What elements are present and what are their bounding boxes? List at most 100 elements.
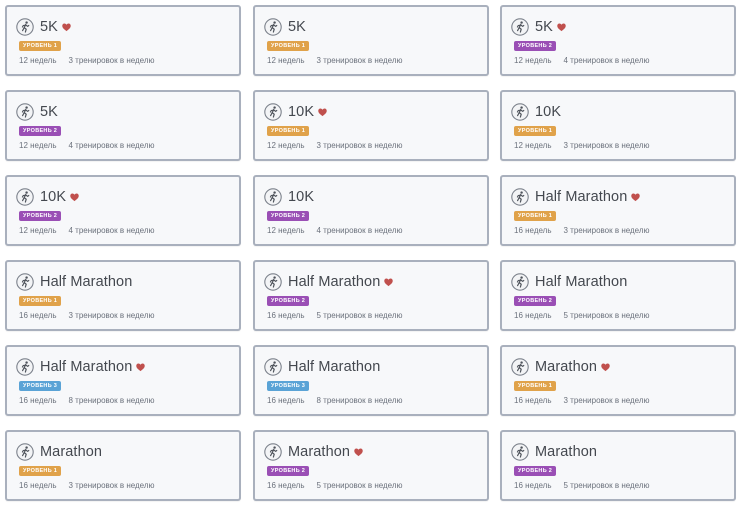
favorite-heart-icon[interactable] xyxy=(136,363,146,372)
runner-icon xyxy=(264,188,282,206)
favorite-heart-icon[interactable] xyxy=(384,278,394,287)
plan-card[interactable]: 5K УРОВЕНЬ 2 12 недель 4 тренировок в нед… xyxy=(5,90,241,161)
level-badge: УРОВЕНЬ 1 xyxy=(19,466,62,476)
plan-meta: 12 недель 4 тренировок в неделю xyxy=(19,226,155,235)
plan-meta: 16 недель 8 тренировок в неделю xyxy=(19,396,155,405)
plan-title: Half Marathon xyxy=(535,274,628,290)
plan-card-header: Half Marathon xyxy=(16,272,132,292)
plan-duration: 16 недель xyxy=(514,481,552,490)
plan-duration: 16 недель xyxy=(267,311,305,320)
plan-card[interactable]: Marathon УРОВЕНЬ 2 16 недель 5 тренировок… xyxy=(500,430,736,501)
favorite-heart-icon[interactable] xyxy=(354,448,363,457)
plan-meta: 12 недель 3 тренировок в неделю xyxy=(514,141,650,150)
plan-card[interactable]: 10K УРОВЕНЬ 1 12 недель 3 тренировок в не… xyxy=(253,90,489,161)
plan-frequency: 3 тренировок в неделю xyxy=(316,141,403,150)
plan-card[interactable]: 10K УРОВЕНЬ 1 12 недель 3 тренировок в не… xyxy=(500,90,736,161)
plan-title: Marathon xyxy=(40,444,103,460)
plan-card[interactable]: Marathon УРОВЕНЬ 1 16 недель 3 тренировок… xyxy=(5,430,241,501)
plan-frequency: 3 тренировок в неделю xyxy=(563,141,650,150)
plan-duration: 12 недель xyxy=(267,56,305,65)
level-badge: УРОВЕНЬ 2 xyxy=(19,211,62,221)
plan-frequency: 3 тренировок в неделю xyxy=(563,226,650,235)
plan-title: 10K xyxy=(40,189,67,205)
runner-icon xyxy=(16,273,34,291)
runner-icon xyxy=(264,18,282,36)
plan-meta: 12 недель 3 тренировок в неделю xyxy=(267,56,403,65)
plan-meta: 16 недель 5 тренировок в неделю xyxy=(514,481,650,490)
plan-card-header: Marathon xyxy=(16,442,102,462)
plan-frequency: 3 тренировок в неделю xyxy=(68,481,155,490)
runner-icon xyxy=(16,443,34,461)
plan-meta: 16 недель 3 тренировок в неделю xyxy=(514,226,650,235)
plan-card-header: 5K xyxy=(511,17,566,37)
runner-icon xyxy=(264,358,282,376)
favorite-heart-icon[interactable] xyxy=(318,108,327,117)
plan-title: Marathon xyxy=(535,359,598,375)
runner-icon xyxy=(511,358,529,376)
plan-card[interactable]: 5K УРОВЕНЬ 1 12 недель 3 тренировок в нед… xyxy=(5,5,241,76)
plan-card[interactable]: Marathon УРОВЕНЬ 1 16 недель 3 тренировок… xyxy=(500,345,736,416)
runner-icon xyxy=(511,18,529,36)
plan-card[interactable]: Half Marathon УРОВЕНЬ 1 16 недель 3 трени… xyxy=(500,175,736,246)
plan-duration: 12 недель xyxy=(514,56,552,65)
plan-card-header: Half Marathon xyxy=(264,272,394,292)
plan-meta: 16 недель 3 тренировок в неделю xyxy=(19,481,155,490)
plan-card[interactable]: 5K УРОВЕНЬ 2 12 недель 4 тренировок в нед… xyxy=(500,5,736,76)
runner-icon xyxy=(16,18,34,36)
plan-card[interactable]: Half Marathon УРОВЕНЬ 3 16 недель 8 трени… xyxy=(5,345,241,416)
plan-duration: 16 недель xyxy=(514,311,552,320)
favorite-heart-icon[interactable] xyxy=(62,23,71,32)
plan-card[interactable]: 10K УРОВЕНЬ 2 12 недель 4 тренировок в не… xyxy=(253,175,489,246)
plan-card-header: Marathon xyxy=(511,357,610,377)
plan-meta: 12 недель 3 тренировок в неделю xyxy=(267,141,403,150)
plan-duration: 12 недель xyxy=(514,141,552,150)
plan-card[interactable]: Half Marathon УРОВЕНЬ 2 16 недель 5 трени… xyxy=(253,260,489,331)
plan-duration: 12 недель xyxy=(267,226,305,235)
plan-title: Half Marathon xyxy=(288,359,381,375)
plan-frequency: 5 тренировок в неделю xyxy=(316,481,403,490)
plan-duration: 12 недель xyxy=(19,141,57,150)
plan-card[interactable]: Marathon УРОВЕНЬ 2 16 недель 5 тренировок… xyxy=(253,430,489,501)
level-badge: УРОВЕНЬ 2 xyxy=(514,296,557,306)
runner-icon xyxy=(264,443,282,461)
plan-card[interactable]: 5K УРОВЕНЬ 1 12 недель 3 тренировок в нед… xyxy=(253,5,489,76)
plan-frequency: 8 тренировок в неделю xyxy=(316,396,403,405)
favorite-heart-icon[interactable] xyxy=(601,363,610,372)
plan-card-header: Marathon xyxy=(264,442,363,462)
plan-card[interactable]: Half Marathon УРОВЕНЬ 2 16 недель 5 трени… xyxy=(500,260,736,331)
plan-duration: 16 недель xyxy=(19,481,57,490)
plan-frequency: 4 тренировок в неделю xyxy=(563,56,650,65)
level-badge: УРОВЕНЬ 2 xyxy=(267,466,310,476)
favorite-heart-icon[interactable] xyxy=(631,193,641,202)
favorite-heart-icon[interactable] xyxy=(70,193,79,202)
plan-frequency: 5 тренировок в неделю xyxy=(563,481,650,490)
plan-card-header: 5K xyxy=(16,17,71,37)
plan-title: Marathon xyxy=(288,444,351,460)
plan-title: 10K xyxy=(288,104,315,120)
plan-duration: 12 недель xyxy=(19,56,57,65)
plan-card-header: 5K xyxy=(264,17,306,37)
level-badge: УРОВЕНЬ 1 xyxy=(267,41,310,51)
level-badge: УРОВЕНЬ 1 xyxy=(19,41,62,51)
level-badge: УРОВЕНЬ 2 xyxy=(19,126,62,136)
plan-meta: 16 недель 3 тренировок в неделю xyxy=(514,396,650,405)
plan-meta: 12 недель 4 тренировок в неделю xyxy=(19,141,155,150)
favorite-heart-icon[interactable] xyxy=(557,23,566,32)
plan-duration: 16 недель xyxy=(19,311,57,320)
plan-card[interactable]: Half Marathon УРОВЕНЬ 3 16 недель 8 трени… xyxy=(253,345,489,416)
runner-icon xyxy=(264,103,282,121)
plan-card-header: 10K xyxy=(264,102,327,122)
plan-title: 5K xyxy=(40,19,58,35)
plan-frequency: 5 тренировок в неделю xyxy=(316,311,403,320)
plan-frequency: 3 тренировок в неделю xyxy=(316,56,403,65)
level-badge: УРОВЕНЬ 2 xyxy=(514,41,557,51)
level-badge: УРОВЕНЬ 1 xyxy=(19,296,62,306)
plan-card-header: Half Marathon xyxy=(16,357,146,377)
plan-meta: 16 недель 5 тренировок в неделю xyxy=(267,311,403,320)
plan-card[interactable]: Half Marathon УРОВЕНЬ 1 16 недель 3 трени… xyxy=(5,260,241,331)
plan-duration: 16 недель xyxy=(19,396,57,405)
plan-meta: 16 недель 5 тренировок в неделю xyxy=(267,481,403,490)
plan-card[interactable]: 10K УРОВЕНЬ 2 12 недель 4 тренировок в не… xyxy=(5,175,241,246)
level-badge: УРОВЕНЬ 1 xyxy=(267,126,310,136)
